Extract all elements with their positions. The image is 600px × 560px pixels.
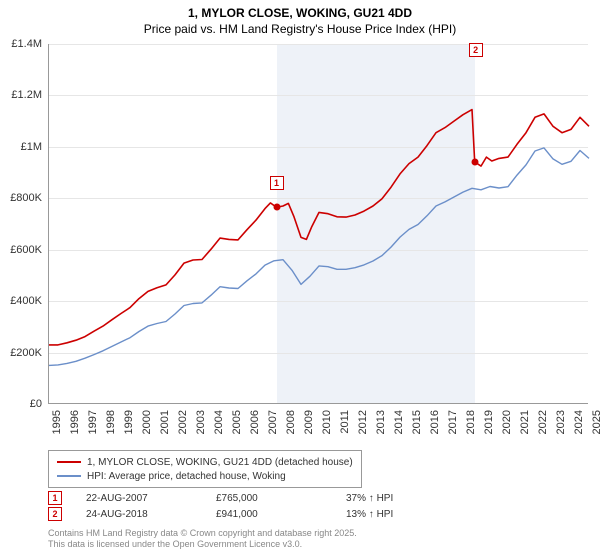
x-tick-label: 2022 — [537, 410, 549, 434]
x-tick-label: 2011 — [339, 410, 351, 434]
x-tick-label: 2016 — [429, 410, 441, 434]
sale-row-marker: 2 — [48, 507, 62, 521]
chart-subtitle: Price paid vs. HM Land Registry's House … — [0, 22, 600, 36]
x-tick-label: 2004 — [213, 410, 225, 434]
series-price_paid — [49, 110, 589, 345]
y-tick-label: £800K — [10, 192, 42, 204]
x-tick-label: 2025 — [591, 410, 600, 434]
x-tick-label: 2020 — [501, 410, 513, 434]
footer: Contains HM Land Registry data © Crown c… — [48, 528, 357, 551]
x-tick-label: 2001 — [159, 410, 171, 434]
footer-line-2: This data is licensed under the Open Gov… — [48, 539, 357, 550]
y-tick-label: £1.2M — [11, 89, 42, 101]
chart-header: 1, MYLOR CLOSE, WOKING, GU21 4DD Price p… — [0, 0, 600, 36]
x-tick-label: 2012 — [357, 410, 369, 434]
sale-row-price: £941,000 — [216, 509, 346, 520]
x-tick-label: 2023 — [555, 410, 567, 434]
x-tick-label: 2007 — [267, 410, 279, 434]
x-tick-label: 2021 — [519, 410, 531, 434]
chart-title: 1, MYLOR CLOSE, WOKING, GU21 4DD — [0, 6, 600, 20]
x-tick-label: 2000 — [141, 410, 153, 434]
x-tick-label: 2024 — [573, 410, 585, 434]
y-tick-label: £200K — [10, 347, 42, 359]
sale-marker-2: 2 — [469, 43, 483, 57]
x-tick-label: 2002 — [177, 410, 189, 434]
legend-label: 1, MYLOR CLOSE, WOKING, GU21 4DD (detach… — [87, 457, 353, 468]
y-tick-label: £0 — [30, 398, 42, 410]
sale-row-date: 24-AUG-2018 — [86, 509, 216, 520]
legend-swatch — [57, 461, 81, 463]
x-tick-label: 2013 — [375, 410, 387, 434]
chart-svg — [49, 44, 588, 403]
x-tick-label: 2006 — [249, 410, 261, 434]
x-tick-label: 2010 — [321, 410, 333, 434]
x-tick-label: 1996 — [69, 410, 81, 434]
x-tick-label: 2003 — [195, 410, 207, 434]
sale-row: 1 22-AUG-2007£765,00037% ↑ HPI — [48, 490, 588, 506]
x-tick-label: 2009 — [303, 410, 315, 434]
sale-marker-1: 1 — [270, 176, 284, 190]
legend-row: HPI: Average price, detached house, Woki… — [57, 469, 353, 483]
x-tick-label: 2019 — [483, 410, 495, 434]
footer-line-1: Contains HM Land Registry data © Crown c… — [48, 528, 357, 539]
x-tick-label: 1999 — [123, 410, 135, 434]
sales-table: 1 22-AUG-2007£765,00037% ↑ HPI 2 24-AUG-201… — [48, 490, 588, 522]
sale-row-date: 22-AUG-2007 — [86, 493, 216, 504]
y-axis: £0£200K£400K£600K£800K£1M£1.2M£1.4M — [0, 44, 45, 404]
x-tick-label: 2014 — [393, 410, 405, 434]
sale-row-price: £765,000 — [216, 493, 346, 504]
y-tick-label: £400K — [10, 295, 42, 307]
series-hpi — [49, 148, 589, 366]
x-tick-label: 1995 — [51, 410, 63, 434]
legend: 1, MYLOR CLOSE, WOKING, GU21 4DD (detach… — [48, 450, 362, 488]
legend-swatch — [57, 475, 81, 477]
legend-label: HPI: Average price, detached house, Woki… — [87, 471, 286, 482]
sale-row-marker: 1 — [48, 491, 62, 505]
chart-plot-area: 12 — [48, 44, 588, 404]
y-tick-label: £1.4M — [11, 38, 42, 50]
legend-row: 1, MYLOR CLOSE, WOKING, GU21 4DD (detach… — [57, 455, 353, 469]
x-tick-label: 2005 — [231, 410, 243, 434]
x-tick-label: 2008 — [285, 410, 297, 434]
x-axis: 1995 1996 1997 1998 1999 2000 2001 2002 2003 2004… — [48, 408, 588, 448]
sale-row-hpi: 37% ↑ HPI — [346, 493, 466, 504]
x-tick-label: 2015 — [411, 410, 423, 434]
x-tick-label: 2018 — [465, 410, 477, 434]
y-tick-label: £1M — [21, 141, 42, 153]
y-tick-label: £600K — [10, 244, 42, 256]
sale-row: 2 24-AUG-2018£941,00013% ↑ HPI — [48, 506, 588, 522]
sale-dot-2 — [471, 159, 478, 166]
x-tick-label: 1998 — [105, 410, 117, 434]
sale-row-hpi: 13% ↑ HPI — [346, 509, 466, 520]
x-tick-label: 2017 — [447, 410, 459, 434]
x-tick-label: 1997 — [87, 410, 99, 434]
sale-dot-1 — [273, 204, 280, 211]
